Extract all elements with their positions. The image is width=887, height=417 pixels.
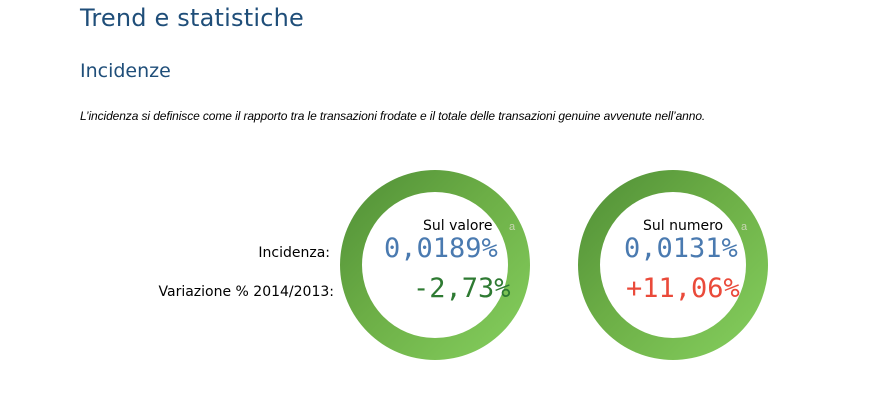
section-heading: Incidenze [80, 60, 171, 82]
row-label-incidenza: Incidenza: [258, 245, 330, 261]
row-label-variazione: Variazione % 2014/2013: [158, 284, 334, 300]
caption-sul-valore: Sul valore [423, 218, 493, 234]
donut-hole [600, 192, 746, 338]
donut-hole [362, 192, 508, 338]
variazione-valore-value: -2,73% [413, 273, 511, 304]
faded-letter: a [741, 221, 748, 233]
incidenza-valore-value: 0,0189% [384, 233, 498, 264]
page-title: Trend e statistiche [80, 4, 304, 32]
definition-text: L’incidenza si definisce come il rapport… [80, 109, 706, 123]
faded-letter: a [509, 221, 516, 233]
donut-ring-numero [578, 170, 768, 360]
variazione-numero-value: +11,06% [626, 273, 740, 304]
caption-sul-numero: Sul numero [643, 218, 724, 234]
donut-ring-valore [340, 170, 530, 360]
incidenza-numero-value: 0,0131% [624, 233, 738, 264]
